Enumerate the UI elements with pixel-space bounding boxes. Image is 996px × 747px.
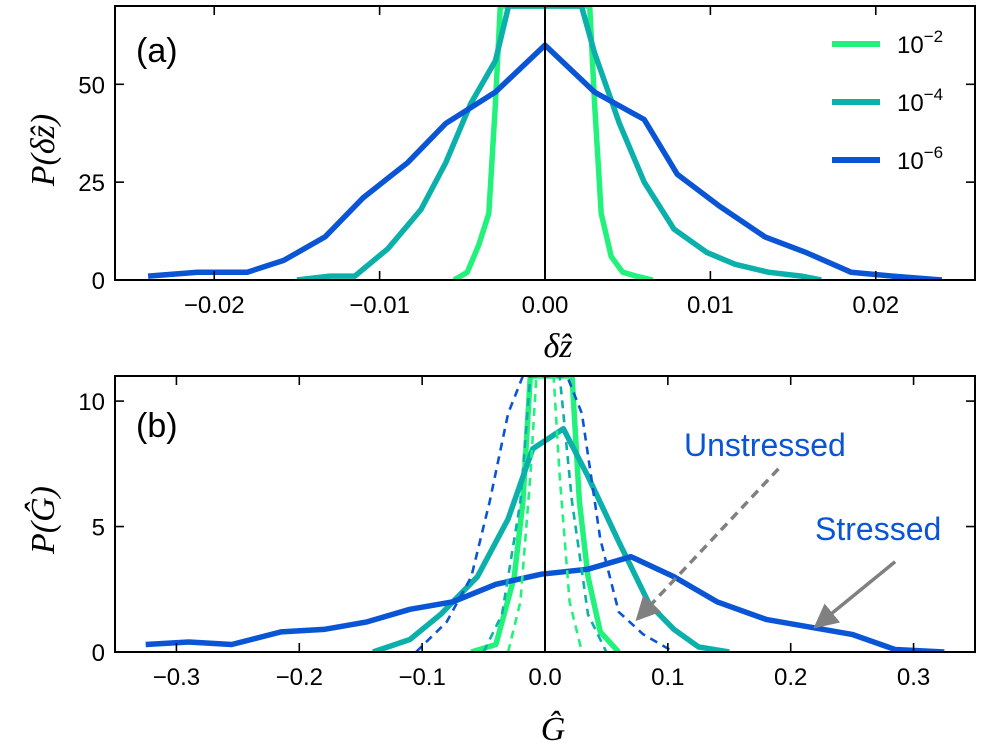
panel-b-x-tick-label: 0.1 [651,664,684,691]
legend-entry-base: 10 [897,148,924,175]
legend-entry-exponent: −2 [924,27,943,46]
panel-b-x-axis-label: Ĝ [541,710,566,747]
panel-b-series-group [145,376,945,652]
stressed-arrow [813,560,897,629]
legend-entry-exponent: −4 [924,85,943,104]
panel-a-y-tick-label: 0 [92,268,105,295]
panel-a-x-axis-label: δ̂z [543,328,572,365]
panel-b-x-tick-label: −0.1 [398,664,445,691]
legend-entry-base: 10 [897,90,924,117]
panel-a-legend: 10−210−410−6 [832,27,943,175]
panel-a-x-tick-label: 0.00 [522,292,569,319]
legend-entry-base: 10 [897,32,924,59]
panel-b-y-tick-label: 10 [78,389,105,416]
legend-entry-0: 10−2 [897,27,943,59]
panel-b-series-line-4 [482,376,608,652]
panel-b-x-tick-label: 0.0 [528,664,561,691]
legend-entry-2: 10−6 [897,143,943,175]
panel-b-x-tick-label: −0.3 [153,664,200,691]
panel-a-x-tick-label: 0.01 [687,292,734,319]
panel-a-x-tick-label: 0.02 [852,292,899,319]
panel-b-y-tick-label: 5 [92,515,105,542]
panel-a-series-line-0 [452,6,654,280]
panel-b-y-axis-label: P(Ĝ) [24,486,62,555]
panel-a-label: (a) [136,32,178,70]
panel-b-series-line-2 [145,553,945,652]
panel-a-y-tick-label: 50 [78,72,105,99]
panel-a-y-tick-label: 25 [78,170,105,197]
panel-a: (a) δ̂z P(δ̂z) 10−210−410−6 −0.02 −0.01 0.… [25,5,976,365]
unstressed-annotation: Unstressed [684,427,846,463]
panel-b-x-tick-label: 0.2 [774,664,807,691]
panel-a-y-axis-label: P(δ̂z) [25,114,62,187]
legend-entry-exponent: −6 [924,143,943,162]
panel-a-x-tick-label: −0.01 [349,292,410,319]
panel-b-series-line-1 [372,425,730,652]
stressed-annotation: Stressed [815,511,941,547]
panel-b-y-tick-label: 0 [92,640,105,667]
legend-entry-1: 10−4 [897,85,943,117]
unstressed-arrow [635,467,780,622]
panel-b-label: (b) [136,407,178,445]
panel-b-x-tick-label: −0.2 [276,664,323,691]
panel-b-series-line-3 [506,376,584,652]
panel-a-series-line-1 [296,6,822,280]
panel-a-x-tick-label: −0.02 [184,292,245,319]
panel-b-series-line-5 [415,376,675,652]
panel-b: (b) Ĝ P(Ĝ) Unstressed Stressed −0.3 −0.2 −… [24,375,976,747]
panel-b-x-tick-label: 0.3 [897,664,930,691]
panel-b-series-line-0 [470,376,621,652]
